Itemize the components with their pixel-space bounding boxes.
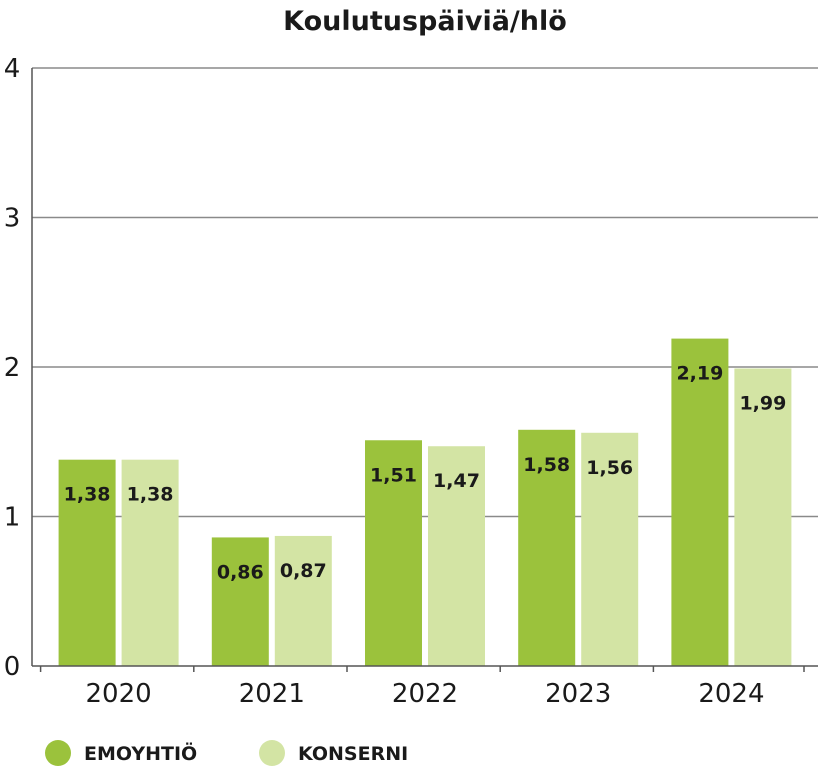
data-label: 1,99 xyxy=(739,392,786,414)
bar xyxy=(58,459,116,666)
y-tick-label: 1 xyxy=(4,503,21,533)
legend-label: EMOYHTIÖ xyxy=(84,741,197,765)
bar xyxy=(121,459,179,666)
x-tick-label: 2023 xyxy=(545,679,611,709)
y-tick-label: 0 xyxy=(4,652,21,682)
bar xyxy=(734,368,792,666)
bar xyxy=(671,338,729,666)
y-axis-ticks: 0 1 2 3 4 xyxy=(4,54,21,682)
data-label: 1,38 xyxy=(127,484,174,506)
data-label: 1,58 xyxy=(523,454,570,476)
data-labels: 1,38 1,38 0,86 0,87 1,51 1,47 1,58 1,56 2,19 1,99 xyxy=(64,363,787,584)
legend-swatch xyxy=(45,740,71,766)
data-label: 1,47 xyxy=(433,470,480,492)
data-label: 1,38 xyxy=(64,484,111,506)
bar xyxy=(365,440,422,666)
x-axis xyxy=(32,665,818,672)
data-label: 1,51 xyxy=(370,464,417,486)
chart-title: Koulutuspäiviä/hlö xyxy=(283,6,567,37)
legend-swatch xyxy=(259,740,285,766)
data-label: 0,87 xyxy=(280,560,327,582)
x-tick-label: 2024 xyxy=(698,679,764,709)
legend-label: KONSERNI xyxy=(298,743,408,765)
data-label: 0,86 xyxy=(217,561,264,583)
bar xyxy=(428,446,485,666)
x-axis-ticks: 2020 2021 2022 2023 2024 xyxy=(86,679,765,709)
data-label: 2,19 xyxy=(676,363,723,385)
bar xyxy=(581,432,639,666)
bar xyxy=(518,429,576,666)
bar xyxy=(211,537,269,666)
x-tick-label: 2021 xyxy=(239,679,305,709)
bar xyxy=(274,535,332,666)
x-tick-label: 2020 xyxy=(86,679,152,709)
x-tick-label: 2022 xyxy=(392,679,458,709)
y-tick-label: 2 xyxy=(4,353,21,383)
bars xyxy=(58,338,792,666)
legend: EMOYHTIÖ KONSERNI xyxy=(45,740,408,766)
y-tick-label: 3 xyxy=(4,204,21,234)
y-tick-label: 4 xyxy=(4,54,21,84)
data-label: 1,56 xyxy=(586,457,633,479)
